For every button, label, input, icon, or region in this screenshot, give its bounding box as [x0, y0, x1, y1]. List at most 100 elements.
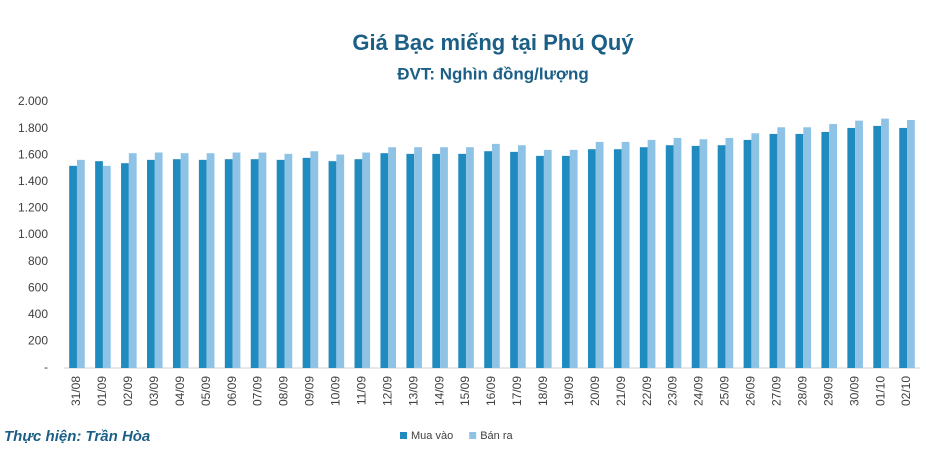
bar [587, 149, 596, 368]
y-tick-label: 1.400 [18, 174, 48, 188]
x-tick-label: 18/09 [536, 376, 550, 406]
bar [232, 152, 241, 368]
y-tick-label: 1.200 [18, 201, 48, 215]
x-tick-label: 09/09 [303, 376, 317, 406]
bar [198, 159, 207, 368]
bar [907, 119, 915, 368]
bar [284, 153, 293, 368]
bar [725, 137, 734, 368]
bar [362, 152, 371, 368]
bar [388, 147, 397, 368]
x-tick-label: 30/09 [847, 376, 861, 406]
x-tick-label: 07/09 [251, 376, 265, 406]
bar [639, 147, 648, 368]
bar [769, 133, 778, 368]
x-tick-label: 03/09 [147, 376, 161, 406]
bar [795, 133, 804, 368]
bar [673, 137, 682, 368]
x-tick-label: 26/09 [744, 376, 758, 406]
bar [69, 165, 77, 368]
x-tick-label: 20/09 [588, 376, 602, 406]
x-tick-label: 29/09 [821, 376, 835, 406]
bar [95, 161, 103, 368]
x-tick-label: 21/09 [614, 376, 628, 406]
x-tick-label: 31/08 [69, 376, 83, 406]
x-tick-label: 28/09 [795, 376, 809, 406]
bar [76, 159, 85, 368]
bar [717, 145, 726, 368]
bar [492, 143, 500, 368]
y-tick-label: 2.000 [18, 94, 48, 108]
x-tick-label: 01/10 [873, 376, 887, 406]
chart-title: Giá Bạc miếng tại Phú Quý [352, 30, 634, 55]
bar [647, 139, 656, 368]
x-tick-label: 08/09 [277, 376, 291, 406]
bar [440, 147, 448, 368]
x-tick-label: 04/09 [173, 376, 187, 406]
bar [302, 157, 311, 368]
bar [873, 125, 882, 368]
bar [147, 159, 155, 368]
bar [510, 151, 518, 368]
y-tick-label: 400 [28, 307, 48, 321]
bar [536, 155, 544, 368]
x-tick-label: 11/09 [354, 376, 368, 405]
x-tick-label: 02/09 [121, 376, 135, 406]
bar [102, 165, 111, 368]
bar [855, 120, 863, 369]
x-tick-label: 13/09 [406, 376, 420, 406]
bar [484, 151, 492, 368]
bar [121, 163, 129, 368]
bar [458, 153, 467, 368]
bar [699, 139, 708, 368]
bar [569, 149, 578, 368]
x-tick-label: 24/09 [692, 376, 706, 406]
bar [899, 127, 908, 368]
bar [250, 159, 259, 368]
annotation: Thực hiện: Trần Hòa [4, 428, 150, 445]
bar [821, 131, 830, 368]
x-tick-label: 06/09 [225, 376, 239, 406]
y-tick-label: 1.600 [18, 147, 48, 161]
bar [751, 133, 760, 368]
bar [328, 161, 337, 368]
x-tick-label: 22/09 [640, 376, 654, 406]
bar [154, 152, 163, 368]
legend-label: Bán ra [480, 430, 513, 442]
legend-swatch [400, 432, 407, 439]
bar [665, 145, 674, 368]
y-tick-label: - [44, 360, 48, 374]
bar [803, 127, 812, 369]
bar [466, 147, 474, 368]
legend-label: Mua vào [411, 430, 453, 442]
bar [336, 154, 345, 368]
bar [206, 153, 215, 368]
legend-swatch [469, 432, 477, 439]
x-tick-label: 02/10 [899, 376, 913, 406]
y-tick-label: 600 [28, 280, 48, 294]
bar [621, 141, 630, 368]
bar [777, 127, 786, 369]
bar [380, 153, 389, 368]
x-tick-label: 10/09 [329, 376, 343, 406]
x-tick-label: 16/09 [484, 376, 498, 406]
x-tick-label: 15/09 [458, 376, 472, 406]
x-tick-label: 25/09 [718, 376, 732, 406]
bar [829, 123, 837, 368]
bar [432, 153, 441, 368]
y-tick-label: 1.800 [18, 121, 48, 135]
bar [691, 145, 700, 368]
y-tick-label: 1.000 [18, 227, 48, 241]
bar [172, 159, 181, 368]
bar [613, 149, 622, 368]
bar [595, 141, 604, 368]
bar [562, 155, 570, 368]
x-tick-label: 12/09 [380, 376, 394, 406]
bar [743, 139, 752, 368]
chart-subtitle: ĐVT: Nghìn đồng/lượng [397, 64, 589, 83]
y-tick-label: 800 [28, 254, 48, 268]
bar [881, 118, 889, 368]
x-tick-label: 05/09 [199, 376, 213, 406]
bar [354, 159, 363, 368]
